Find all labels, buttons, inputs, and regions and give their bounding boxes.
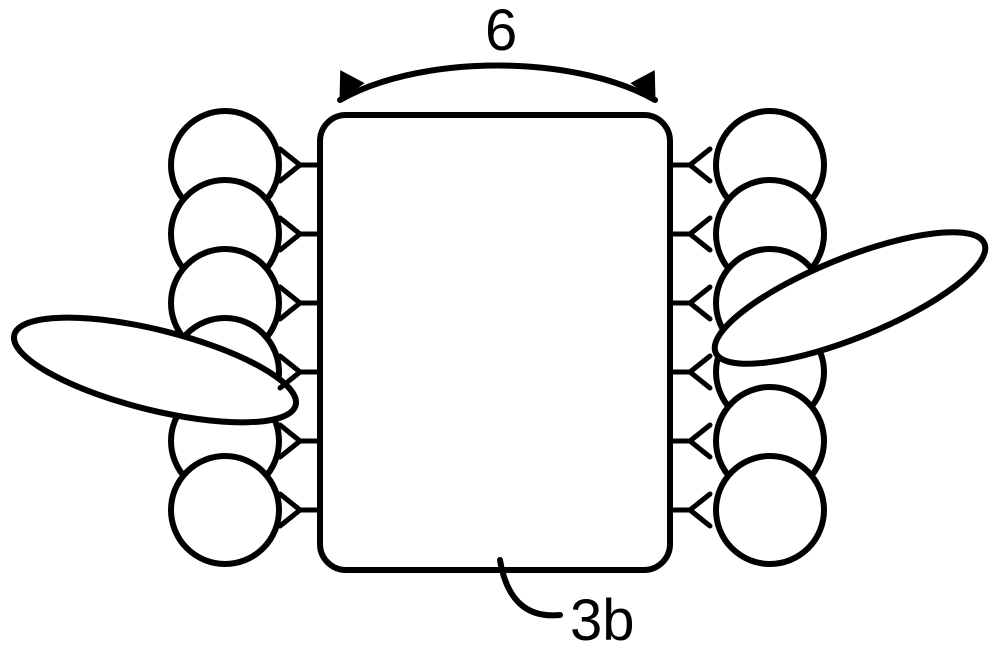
label-3b: 3b [570,588,635,652]
label-6: 6 [485,0,517,63]
center-rect [320,115,670,570]
left-circle-6 [171,456,279,564]
right-circle-6 [716,456,824,564]
